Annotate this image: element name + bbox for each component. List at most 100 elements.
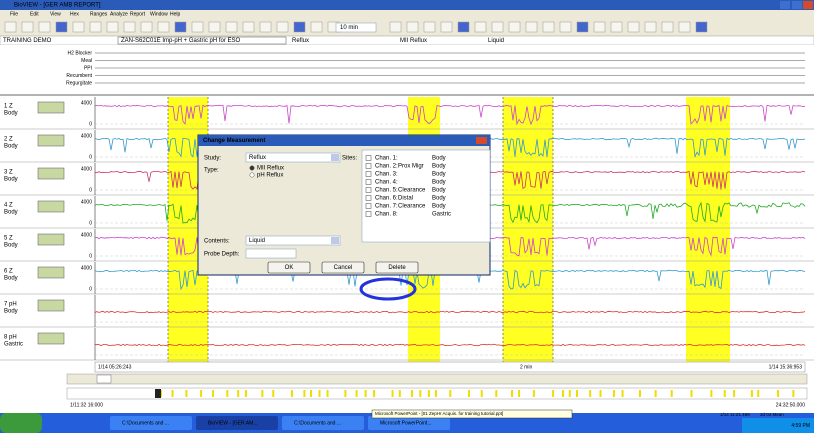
task-label[interactable]: BioVIEW - [GER AM... [208,420,257,426]
radio[interactable] [249,165,255,171]
task-label[interactable]: C:\Documents and ... [122,420,169,426]
toolbar-button[interactable] [423,21,436,33]
toolbar-button[interactable] [525,21,538,33]
radio-label[interactable]: pH Reflux [257,173,283,179]
toolbar-button[interactable] [457,21,470,33]
menu-item[interactable]: View [50,11,61,17]
study-select[interactable] [245,152,341,163]
toolbar-button[interactable] [191,21,204,33]
overview[interactable] [66,387,808,400]
start-button[interactable] [0,413,42,433]
checkbox[interactable] [365,179,372,185]
task-button[interactable] [196,416,278,430]
task-button[interactable] [110,416,192,430]
channel-settings[interactable] [37,299,65,312]
menu-item[interactable]: Hex [70,11,79,17]
channel-settings[interactable] [37,332,65,345]
toolbar-button[interactable] [157,21,170,33]
button-label[interactable]: Cancel [334,265,353,271]
menu-item[interactable]: Report [130,11,146,17]
toolbar-button[interactable] [55,21,68,33]
checkbox[interactable] [365,155,372,161]
checkbox[interactable] [365,163,372,169]
toolbar-button[interactable] [627,21,640,33]
axis-bottom: 0 [89,187,92,193]
checkbox[interactable] [365,171,372,177]
dialog-button[interactable] [267,261,311,274]
toolbar-button[interactable] [293,21,306,33]
dialog-button[interactable] [321,261,365,274]
maximize-button[interactable] [792,1,802,9]
channel-settings[interactable] [37,167,65,180]
toolbar-button[interactable] [559,21,572,33]
channel-settings[interactable] [37,134,65,147]
menu-item[interactable]: Ranges [90,11,108,17]
dialog-close[interactable] [476,137,487,144]
radio-label[interactable]: MII Reflux [257,166,284,172]
channel-settings[interactable] [37,101,65,114]
menu-item[interactable]: Help [170,11,181,17]
toolbar-button[interactable] [644,21,657,33]
minimize-button[interactable] [780,1,790,9]
dropdown-arrow[interactable] [331,154,339,161]
site-channel: Chan. 5: [375,188,398,194]
scroll-thumb[interactable] [96,374,112,384]
toolbar-button[interactable] [593,21,606,33]
toolbar-button[interactable] [242,21,255,33]
menu-item[interactable]: Window [150,11,168,17]
scrollbar[interactable] [66,373,808,385]
toolbar-button[interactable] [72,21,85,33]
channel-settings[interactable] [37,266,65,279]
toolbar-button[interactable] [123,21,136,33]
menu-item[interactable]: Edit [30,11,39,17]
checkbox[interactable] [365,195,372,201]
toolbar-button[interactable] [542,21,555,33]
button-label[interactable]: Delete [388,265,406,271]
task-label[interactable]: C:\Documents and ... [294,420,341,426]
dropdown-arrow[interactable] [331,237,339,244]
toolbar-button[interactable] [208,21,221,33]
toolbar-button[interactable] [474,21,487,33]
depth-input[interactable] [245,248,297,259]
zoom-select[interactable] [335,22,377,33]
button-label[interactable]: OK [285,265,294,271]
toolbar-button[interactable] [106,21,119,33]
checkbox[interactable] [365,203,372,209]
dialog-button[interactable] [375,261,419,274]
toolbar-button[interactable] [140,21,153,33]
toolbar-button[interactable] [491,21,504,33]
channel-settings[interactable] [37,233,65,246]
protocol-select[interactable] [117,36,287,45]
toolbar-button[interactable] [610,21,623,33]
toolbar-button[interactable] [310,21,323,33]
toolbar-button[interactable] [406,21,419,33]
toolbar-button[interactable] [38,21,51,33]
menu-item[interactable]: Analyze [110,11,128,17]
toolbar-button[interactable] [389,21,402,33]
toolbar-button[interactable] [225,21,238,33]
events-panel [0,45,814,95]
study-label: Study: [204,156,221,162]
checkbox[interactable] [365,211,372,217]
channel-settings[interactable] [37,200,65,213]
checkbox[interactable] [365,187,372,193]
toolbar-button[interactable] [678,21,691,33]
contents-select[interactable] [245,235,341,246]
toolbar-button[interactable] [21,21,34,33]
menu-item[interactable]: File [10,11,18,17]
toolbar-button[interactable] [4,21,17,33]
toolbar-button[interactable] [259,21,272,33]
task-button[interactable] [368,416,450,430]
toolbar-button[interactable] [661,21,674,33]
toolbar-button[interactable] [440,21,453,33]
close-button[interactable] [803,1,813,9]
toolbar-button[interactable] [695,21,708,33]
toolbar-button[interactable] [576,21,589,33]
task-button[interactable] [282,416,364,430]
toolbar-button[interactable] [174,21,187,33]
task-label[interactable]: Microsoft PowerPoint... [380,420,431,426]
toolbar-button[interactable] [89,21,102,33]
toolbar-button[interactable] [276,21,289,33]
radio[interactable] [249,172,255,178]
toolbar-button[interactable] [508,21,521,33]
